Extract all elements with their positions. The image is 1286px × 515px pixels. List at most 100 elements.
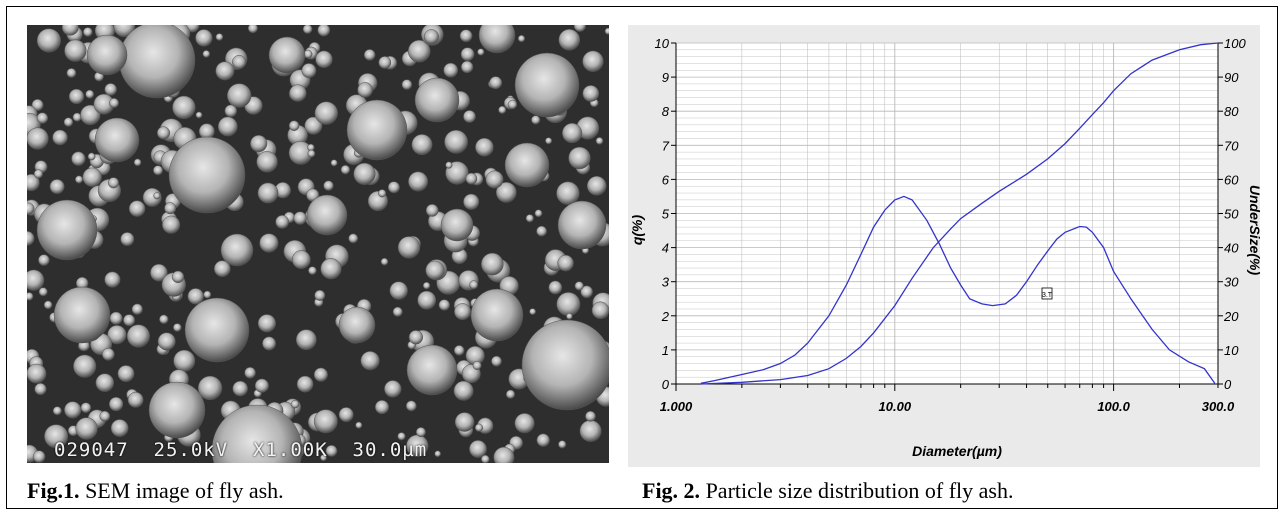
fly-ash-particle xyxy=(64,401,82,419)
y-right-tick-label: 40 xyxy=(1224,241,1239,256)
y-left-tick-label: 5 xyxy=(662,207,670,222)
fly-ash-particle xyxy=(131,303,143,315)
annotation-box: 3.T xyxy=(1041,287,1053,300)
x-tick-label: 300.0 xyxy=(1202,399,1235,414)
fly-ash-particle xyxy=(195,111,203,119)
fly-ash-particle xyxy=(454,303,471,321)
fly-ash-particle xyxy=(289,84,307,102)
fly-ash-particle xyxy=(296,375,314,393)
fly-ash-particle xyxy=(95,373,115,392)
fly-ash-particle xyxy=(315,50,333,68)
fly-ash-particle xyxy=(408,330,424,345)
fly-ash-particle xyxy=(275,215,290,229)
fly-ash-particle xyxy=(595,137,604,145)
fly-ash-particle xyxy=(211,404,303,463)
fly-ash-particle xyxy=(380,257,389,266)
y-right-tick-label: 60 xyxy=(1224,172,1239,187)
fly-ash-particle xyxy=(157,332,176,351)
fly-ash-particle xyxy=(156,126,171,140)
y-right-tick-label: 80 xyxy=(1224,104,1239,119)
fly-ash-particle xyxy=(557,254,574,272)
fly-ash-particle xyxy=(444,129,468,154)
fly-ash-particle xyxy=(73,354,97,378)
fly-ash-particle xyxy=(75,417,98,440)
fly-ash-particle xyxy=(313,409,338,434)
fly-ash-particle xyxy=(460,47,475,62)
fly-ash-particle xyxy=(304,116,323,135)
fly-ash-particle xyxy=(108,396,124,412)
fly-ash-particle xyxy=(36,199,98,261)
fly-ash-particle xyxy=(415,427,426,438)
fly-ash-particle xyxy=(374,400,390,415)
fly-ash-particle xyxy=(363,49,376,61)
fly-ash-particle xyxy=(314,289,326,301)
fly-ash-particle xyxy=(220,233,254,267)
fly-ash-particle xyxy=(498,105,507,114)
fly-ash-particle xyxy=(557,200,607,250)
y-right-tick-label: 100 xyxy=(1224,36,1246,51)
fly-ash-particle xyxy=(573,25,586,32)
y-axis-left-label: q(%) xyxy=(629,215,645,246)
fly-ash-particle xyxy=(27,363,47,384)
fly-ash-particle xyxy=(153,165,163,176)
y-right-tick-label: 10 xyxy=(1224,343,1239,358)
fly-ash-particle xyxy=(117,365,135,383)
fly-ash-particle xyxy=(556,292,581,317)
fly-ash-particle xyxy=(465,172,478,185)
fly-ash-particle xyxy=(203,290,212,299)
fly-ash-particle xyxy=(290,399,300,409)
fly-ash-particle xyxy=(195,29,213,47)
fly-ash-particle xyxy=(454,412,475,432)
fly-ash-particle xyxy=(107,177,120,189)
caption-fig1-text: SEM image of fly ash. xyxy=(79,478,284,503)
fly-ash-particle xyxy=(580,285,593,299)
fly-ash-particle xyxy=(197,375,223,401)
fly-ash-particle xyxy=(408,171,429,192)
fly-ash-particle xyxy=(224,104,238,118)
fly-ash-particle xyxy=(202,50,211,58)
fly-ash-particle xyxy=(118,25,196,99)
fly-ash-particle xyxy=(123,314,136,327)
fly-ash-particle xyxy=(36,28,61,53)
fly-ash-particle xyxy=(514,52,580,118)
fly-ash-particle xyxy=(355,421,363,429)
y-left-tick-label: 4 xyxy=(662,241,669,256)
fly-ash-particle xyxy=(568,146,591,170)
fly-ash-particle xyxy=(94,117,140,163)
fly-ash-particle xyxy=(459,29,473,43)
fly-ash-particle xyxy=(291,250,311,269)
fly-ash-particle xyxy=(434,450,441,458)
fly-ash-particle xyxy=(469,440,487,458)
fly-ash-particle xyxy=(517,35,526,43)
fly-ash-particle xyxy=(27,292,34,301)
fly-ash-particle xyxy=(548,280,563,295)
fly-ash-particle xyxy=(401,79,413,90)
fly-ash-particle xyxy=(405,400,417,412)
fly-ash-particle xyxy=(582,85,600,102)
fly-ash-particle xyxy=(378,189,387,198)
y-left-tick-label: 2 xyxy=(661,309,670,324)
fly-ash-particle xyxy=(52,406,62,416)
fly-ash-particle xyxy=(477,48,485,56)
fly-ash-particle xyxy=(288,120,300,131)
fly-ash-particle xyxy=(127,391,144,408)
fly-ash-particle xyxy=(384,380,402,398)
fly-ash-particle xyxy=(104,83,117,96)
fly-ash-particle xyxy=(162,215,181,234)
fly-ash-particle xyxy=(397,236,421,259)
fly-ash-particle xyxy=(586,176,607,196)
fly-ash-particle xyxy=(247,25,258,34)
fly-ash-particle xyxy=(353,162,376,185)
fly-ash-particle xyxy=(566,313,573,320)
fly-ash-particle xyxy=(232,380,248,397)
fly-ash-particle xyxy=(558,440,567,449)
fly-ash-particle xyxy=(556,181,580,205)
fly-ash-particle xyxy=(126,324,150,348)
fly-ash-particle xyxy=(478,25,516,54)
fly-ash-particle xyxy=(591,301,609,320)
fly-ash-particle xyxy=(38,254,50,266)
fly-ash-particle xyxy=(68,88,85,105)
figure-frame xyxy=(6,6,1278,509)
